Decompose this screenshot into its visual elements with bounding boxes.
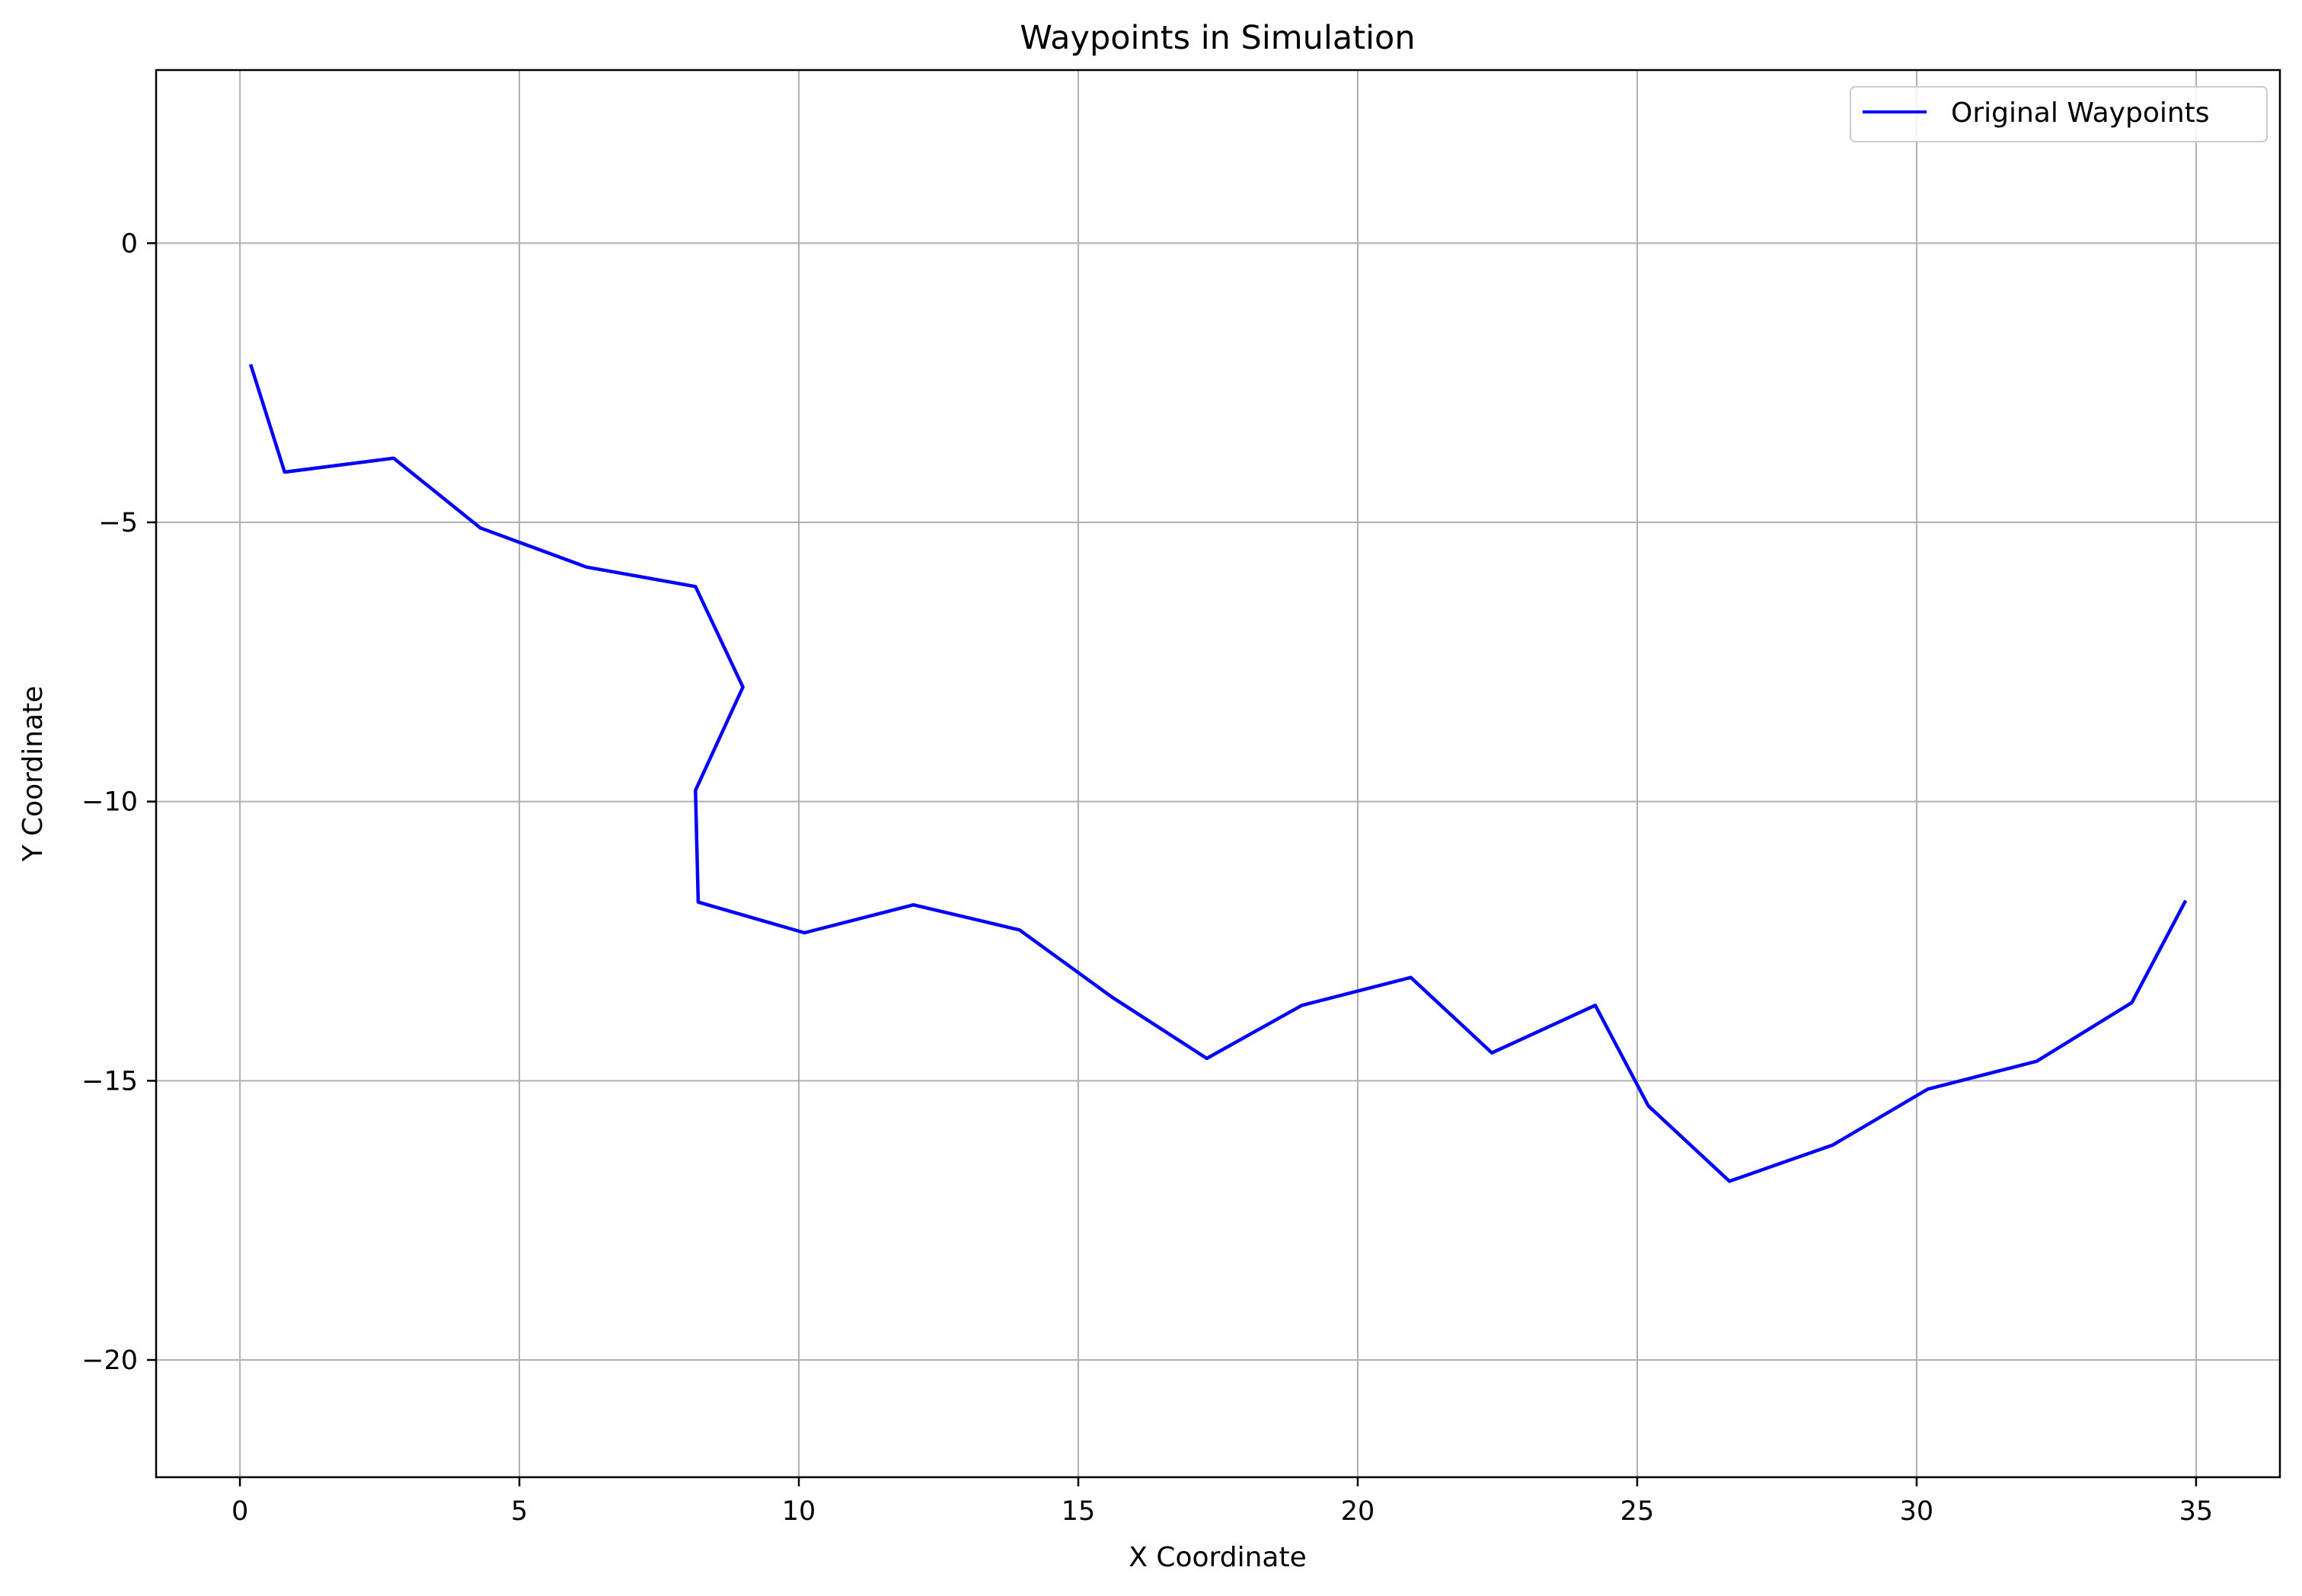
legend-label: Original Waypoints [1951, 97, 2210, 129]
y-tick-label: −10 [81, 787, 138, 818]
x-tick-label: 35 [2179, 1496, 2214, 1527]
x-tick-label: 5 [511, 1496, 528, 1527]
y-tick-label: −15 [81, 1066, 138, 1096]
x-axis-ticks: 0 5 10 15 20 25 30 35 [231, 1477, 2213, 1527]
plot-area [156, 70, 2280, 1477]
x-tick-label: 15 [1062, 1496, 1096, 1527]
series-line-waypoints [248, 363, 2188, 1183]
y-axis-label: Y Coordinate [18, 686, 49, 863]
y-tick-label: −5 [98, 508, 138, 538]
series-layer [248, 363, 2188, 1183]
x-tick-label: 10 [782, 1496, 816, 1527]
x-tick-label: 30 [1900, 1496, 1934, 1527]
grid-lines [156, 70, 2280, 1477]
chart-title: Waypoints in Simulation [1020, 19, 1415, 57]
legend-box [1850, 86, 2268, 142]
axes-frame [155, 69, 2281, 1479]
y-tick-label: −20 [81, 1345, 138, 1376]
x-axis-label: X Coordinate [1129, 1542, 1306, 1573]
legend: Original Waypoints [1850, 86, 2268, 142]
x-tick-label: 20 [1341, 1496, 1375, 1527]
x-tick-label: 0 [231, 1496, 248, 1527]
x-tick-label: 25 [1620, 1496, 1655, 1527]
y-axis-ticks: 0 −5 −10 −15 −20 [81, 228, 156, 1376]
y-tick-label: 0 [121, 228, 138, 259]
